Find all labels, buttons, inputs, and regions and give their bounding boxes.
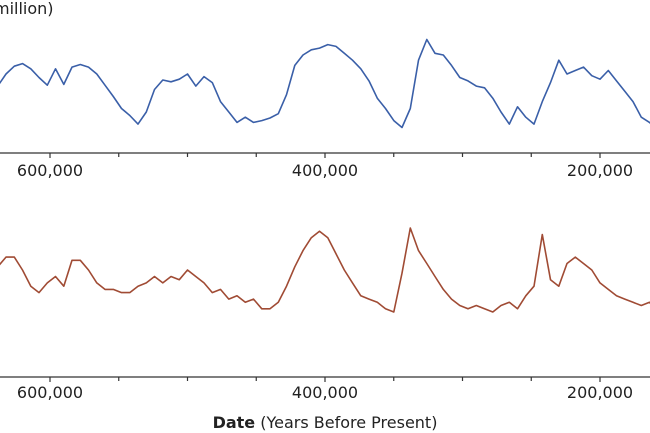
panel-2-series bbox=[0, 227, 650, 313]
x-tick-label: 400,000 bbox=[292, 161, 358, 180]
panel-1-x-ticks bbox=[49, 153, 601, 158]
x-tick-label: 200,000 bbox=[567, 383, 633, 402]
panel-1-label: million) bbox=[0, 0, 54, 18]
panel-1-x-tick-labels: 600,000 400,000 200,000 bbox=[17, 161, 633, 180]
panel-1-series bbox=[0, 38, 650, 129]
panel-2-x-tick-labels: 600,000 400,000 200,000 bbox=[17, 383, 633, 402]
x-axis-title-bold: Date bbox=[213, 413, 256, 432]
series-line bbox=[0, 38, 650, 129]
x-tick-label: 600,000 bbox=[17, 383, 83, 402]
x-tick-label: 400,000 bbox=[292, 383, 358, 402]
panel-2-x-ticks bbox=[49, 377, 601, 382]
x-tick-label: 200,000 bbox=[567, 161, 633, 180]
x-axis-title-rest: (Years Before Present) bbox=[255, 413, 437, 432]
x-tick-label: 600,000 bbox=[17, 161, 83, 180]
series-line bbox=[0, 227, 650, 313]
x-axis-title: Date (Years Before Present) bbox=[213, 413, 438, 432]
